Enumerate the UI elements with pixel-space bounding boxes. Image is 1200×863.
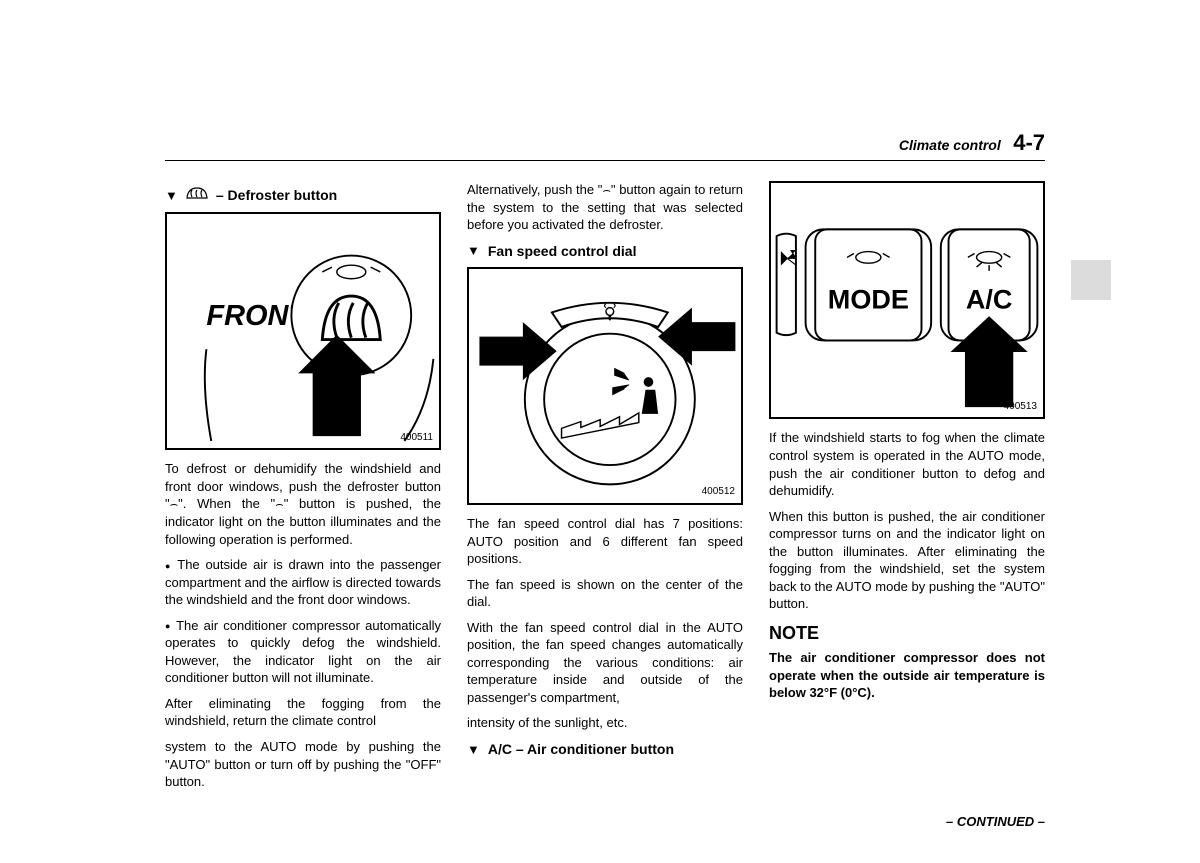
figure-defroster: FRONT 400511 xyxy=(165,212,441,450)
heading-text: – Defroster button xyxy=(216,186,337,205)
heading-fan-speed: ▼ Fan speed control dial xyxy=(467,242,743,261)
para: When this button is pushed, the air cond… xyxy=(769,508,1045,613)
note-body: The air conditioner compressor does not … xyxy=(769,649,1045,702)
defrost-icon xyxy=(186,185,208,206)
para: To defrost or dehumidify the windshield … xyxy=(165,460,441,548)
list-item: The air conditioner compressor automatic… xyxy=(165,617,441,687)
mode-label: MODE xyxy=(828,285,909,315)
page-number: 4-7 xyxy=(1013,130,1045,155)
heading-marker: ▼ xyxy=(467,242,480,260)
page-header: Climate control 4-7 xyxy=(165,130,1045,161)
continued-label: – CONTINUED – xyxy=(946,814,1045,829)
ac-label: A/C xyxy=(966,285,1013,315)
thumb-tab xyxy=(1071,260,1111,300)
para: The fan speed is shown on the center of … xyxy=(467,576,743,611)
heading-text: Fan speed control dial xyxy=(488,242,637,261)
figure-number: 400513 xyxy=(1004,400,1037,414)
list-item: The outside air is drawn into the passen… xyxy=(165,556,441,609)
figure-ac: MODE A/C 400513 xyxy=(769,181,1045,419)
para: With the fan speed control dial in the A… xyxy=(467,619,743,707)
figure-number: 400512 xyxy=(702,485,735,499)
para: The fan speed control dial has 7 positio… xyxy=(467,515,743,568)
figure-number: 400511 xyxy=(400,431,433,445)
bullet-list: The outside air is drawn into the passen… xyxy=(165,556,441,687)
figure-fan-speed: 400512 xyxy=(467,267,743,505)
header-rule xyxy=(165,160,1045,161)
para: After eliminating the fogging from the w… xyxy=(165,695,441,730)
heading-text: A/C – Air conditioner button xyxy=(488,740,674,759)
para: If the windshield starts to fog when the… xyxy=(769,429,1045,499)
heading-marker: ▼ xyxy=(467,741,480,759)
note-heading: NOTE xyxy=(769,621,1045,645)
para: intensity of the sunlight, etc. xyxy=(467,714,743,732)
heading-marker: ▼ xyxy=(165,187,178,205)
section-name: Climate control xyxy=(899,137,1001,153)
heading-ac: ▼ A/C – Air conditioner button xyxy=(467,740,743,759)
heading-defroster: ▼ – Defroster button xyxy=(165,185,441,206)
para: system to the AUTO mode by pushing the "… xyxy=(165,738,441,791)
columns: ▼ – Defroster button FRONT 400511 To def xyxy=(165,181,1045,801)
para: Alternatively, push the "⌢" button again… xyxy=(467,181,743,234)
page: Climate control 4-7 ▼ – Defroster button… xyxy=(165,130,1045,801)
